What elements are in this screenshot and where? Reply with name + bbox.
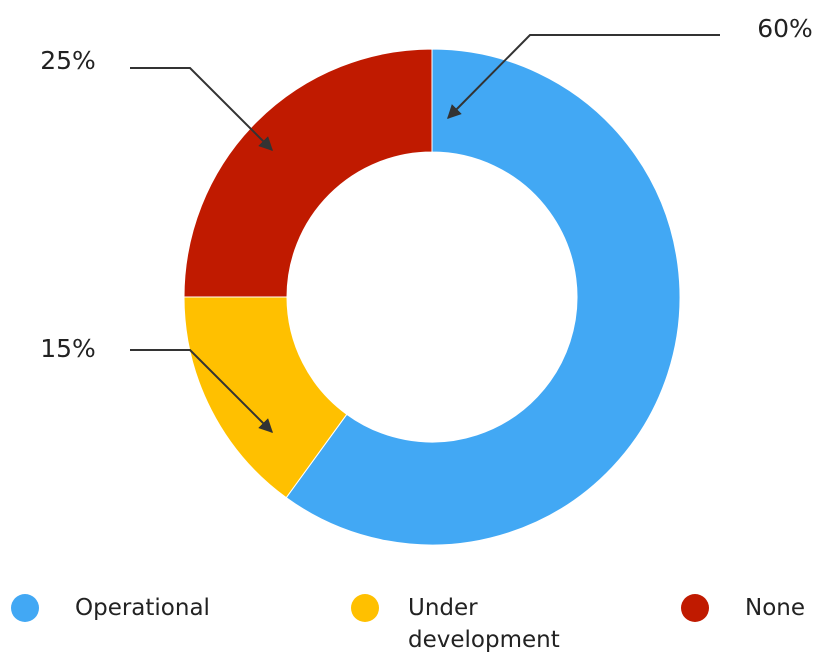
- donut-segment: [183, 48, 433, 298]
- leader-line: [130, 349, 273, 433]
- data-label: 15%: [40, 334, 96, 363]
- legend-swatch: [11, 594, 39, 622]
- leader-line: [447, 34, 720, 119]
- legend-swatch: [681, 594, 709, 622]
- donut-segment: [285, 48, 681, 546]
- legend-label: None: [745, 595, 806, 621]
- data-label: 60%: [757, 14, 813, 43]
- legend-swatch: [351, 594, 379, 622]
- legend-label: Under development: [408, 595, 560, 653]
- leader-line: [130, 67, 273, 151]
- legend-label: Operational: [75, 595, 210, 621]
- data-label: 25%: [40, 46, 96, 75]
